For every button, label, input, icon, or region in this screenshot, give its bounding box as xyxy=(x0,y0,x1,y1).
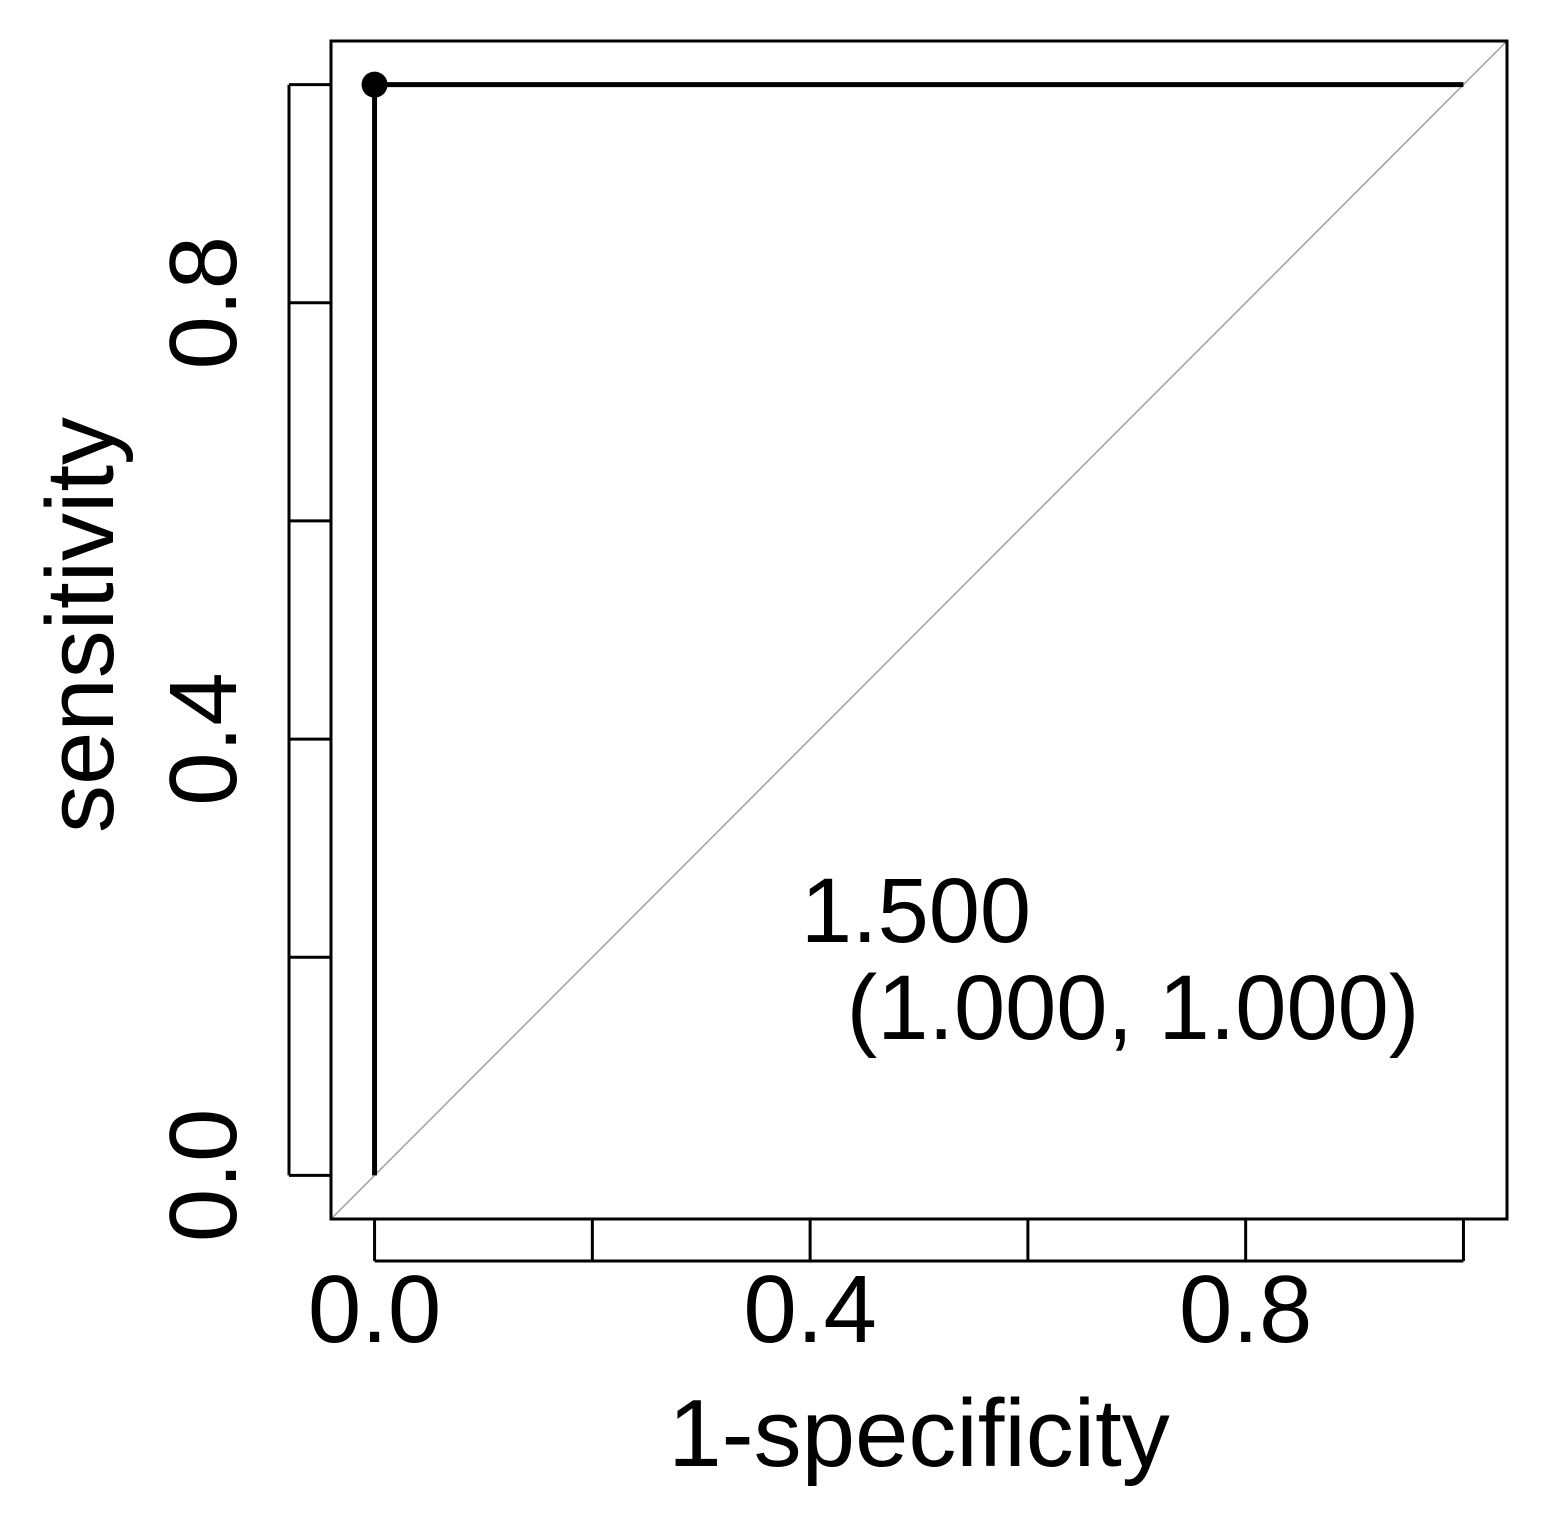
threshold-point xyxy=(361,71,388,98)
plot-frame xyxy=(329,39,1509,1221)
y-axis-label: sensitivity xyxy=(27,417,134,833)
y-tick-label-1: 0.4 xyxy=(150,672,257,805)
plot-layer: 0.0 0.4 0.8 0.0 0.4 0.8 xyxy=(150,39,1509,1363)
x-tick-label-0: 0.0 xyxy=(308,1256,441,1363)
annotation-threshold: 1.500 xyxy=(801,860,1031,962)
x-tick-label-2: 0.8 xyxy=(1179,1256,1312,1363)
y-tick-label-0: 0.0 xyxy=(150,1109,257,1242)
reference-diagonal-line xyxy=(330,40,1508,1220)
annotation-coordinates: (1.000, 1.000) xyxy=(847,957,1420,1059)
x-tick-label-1: 0.4 xyxy=(743,1256,876,1363)
y-tick-label-2: 0.8 xyxy=(150,236,257,369)
x-axis-label: 1-specificity xyxy=(668,1380,1169,1487)
